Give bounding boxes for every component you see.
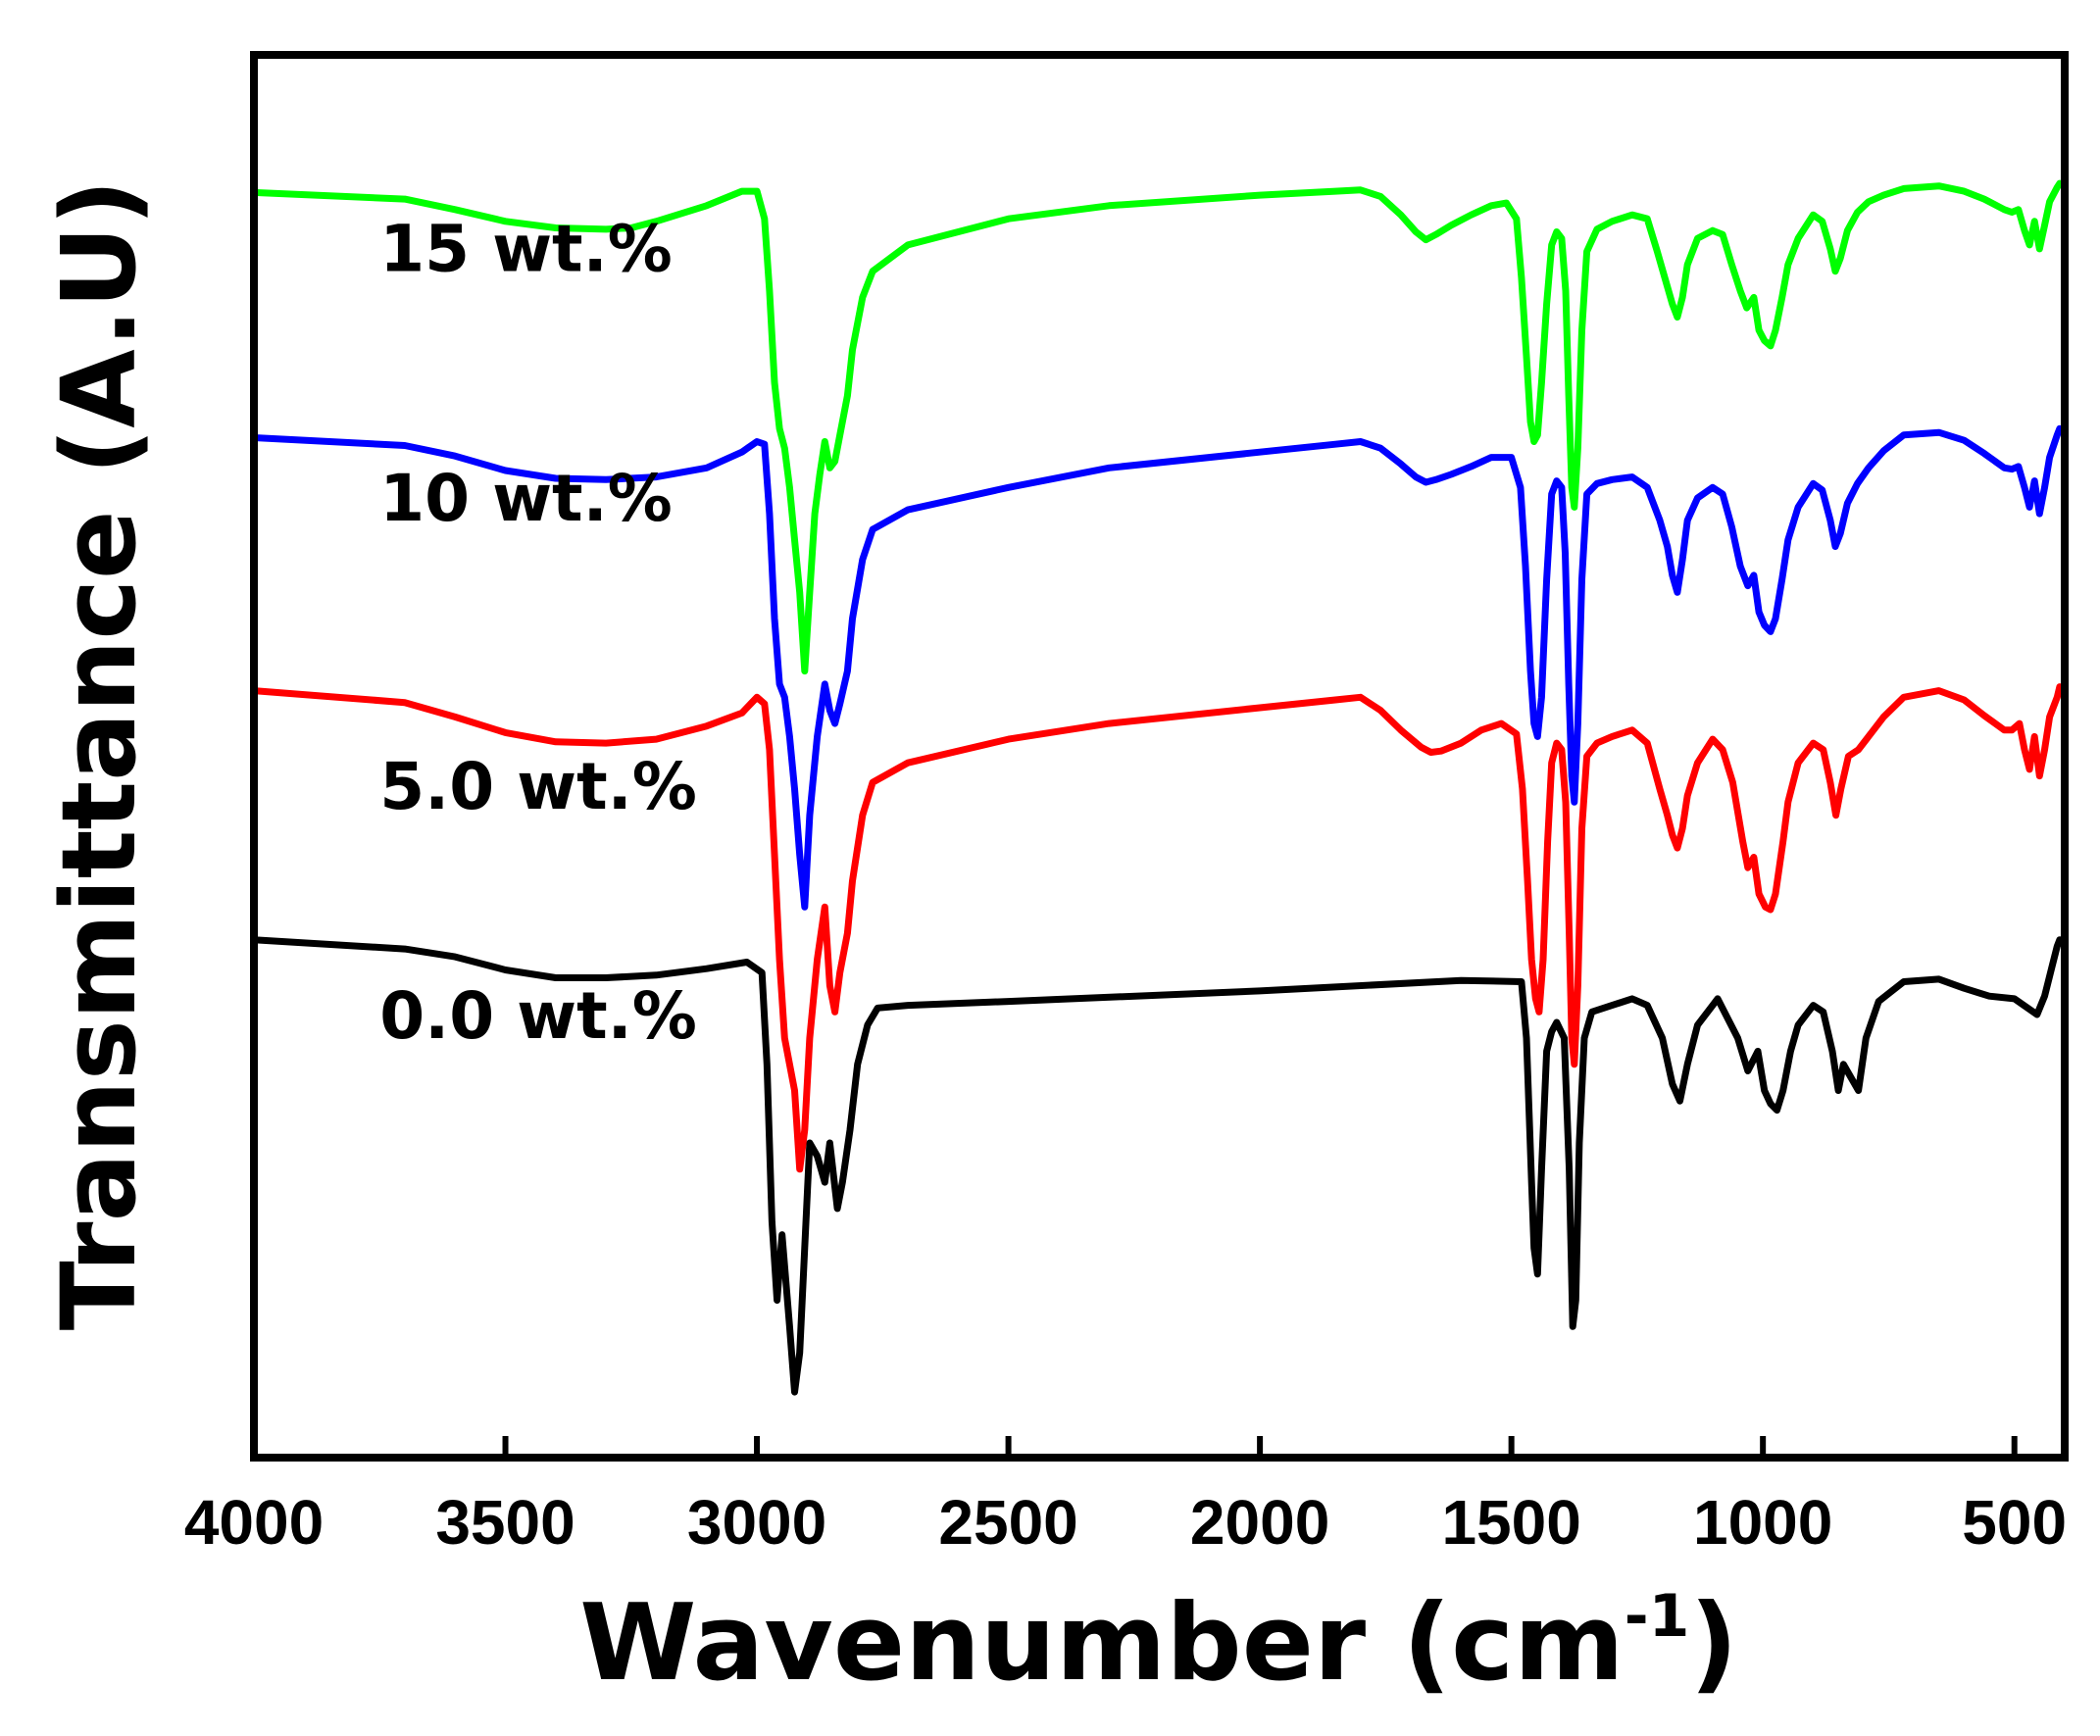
x-tick-label: 1500 [1441, 1487, 1580, 1558]
series-line-0-0-wt [250, 936, 2064, 1396]
series-label-10-wt: 10 wt.% [379, 461, 673, 536]
series-layer [250, 179, 2064, 1396]
y-axis-title: Transmittance (A.U) [39, 179, 159, 1330]
x-tick-label: 4000 [184, 1487, 324, 1558]
x-axis-ticks: 4000 3500 3000 2500 2000 1500 1000 500 [184, 1436, 2067, 1558]
x-tick-label: 3500 [435, 1487, 575, 1558]
series-line-5-0-wt [250, 683, 2064, 1173]
series-label-0-0-wt: 0.0 wt.% [379, 978, 697, 1054]
series-line-15-wt [250, 179, 2064, 675]
series-label-5-0-wt: 5.0 wt.% [379, 749, 697, 824]
series-line-10-wt [250, 424, 2064, 911]
x-axis-title: Wavenumber (cm-1) [579, 1582, 1737, 1705]
series-label-15-wt: 15 wt.% [379, 212, 673, 287]
x-tick-label: 1000 [1693, 1487, 1832, 1558]
series-labels: 0.0 wt.% 5.0 wt.% 10 wt.% 15 wt.% [379, 212, 697, 1054]
x-tick-label: 3000 [687, 1487, 826, 1558]
x-tick-label: 500 [1962, 1487, 2067, 1558]
plot-frame [250, 51, 2069, 1462]
x-tick-label: 2500 [938, 1487, 1077, 1558]
x-tick-label: 2000 [1190, 1487, 1329, 1558]
